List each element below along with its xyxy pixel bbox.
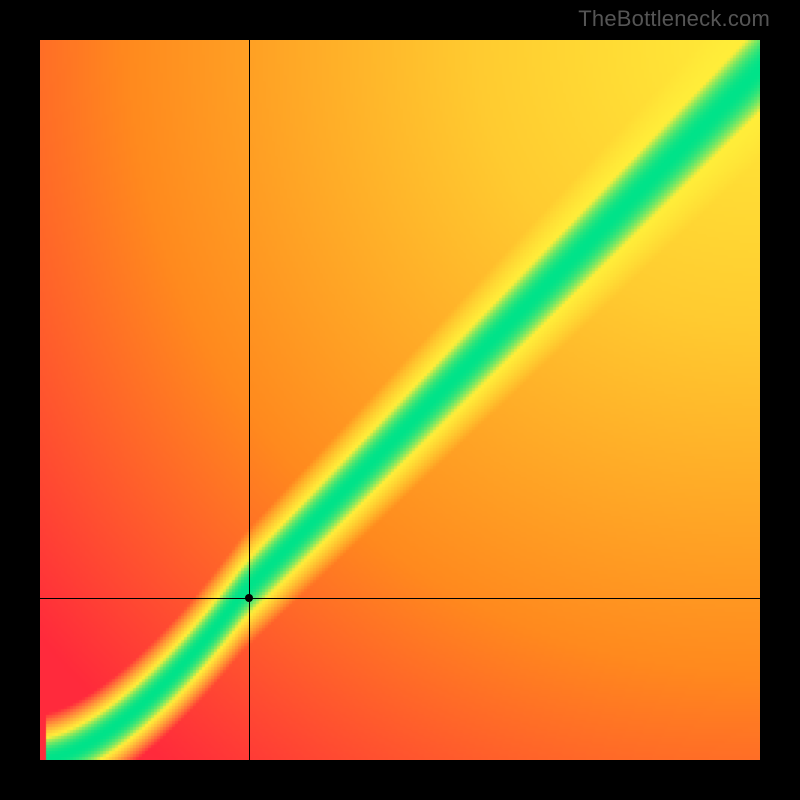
heatmap-canvas <box>40 40 760 760</box>
watermark-label: TheBottleneck.com <box>578 6 770 32</box>
plot-area <box>40 40 760 760</box>
crosshair-marker <box>245 594 253 602</box>
crosshair-vertical <box>249 40 250 760</box>
figure-outer: TheBottleneck.com <box>0 0 800 800</box>
crosshair-horizontal <box>40 598 760 599</box>
